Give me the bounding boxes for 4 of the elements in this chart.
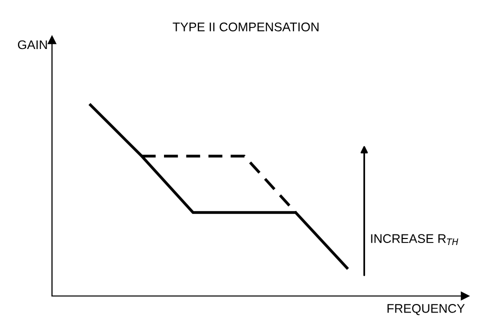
annotation: INCREASE R$_{TH}$ [371,234,458,245]
x-axis-title: FREQUENCY [388,304,465,316]
y-axis-title: GAIN [18,40,47,50]
chart-title: TYPE II COMPENSATION [172,22,318,32]
